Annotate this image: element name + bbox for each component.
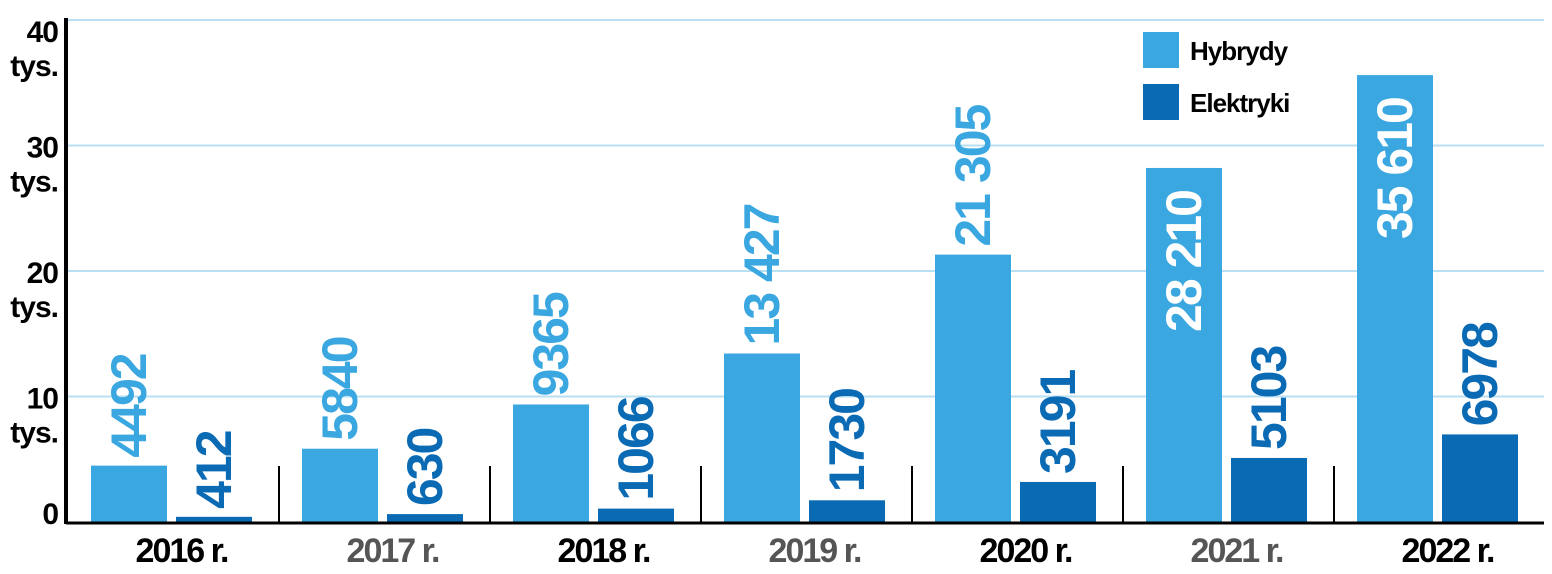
data-label: 3191	[1030, 370, 1086, 474]
bar-hybrydy	[1357, 75, 1433, 523]
data-label: 1066	[608, 397, 664, 500]
bar-hybrydy	[1146, 167, 1222, 523]
bar-elektryki	[387, 514, 463, 522]
y-tick-unit: tys.	[10, 417, 58, 450]
bar-hybrydy	[935, 254, 1011, 522]
bar-hybrydy	[91, 465, 167, 522]
x-tick-label: 2019 r.	[769, 532, 861, 569]
data-label: 6978	[1452, 322, 1508, 426]
bar-hybrydy	[513, 404, 589, 522]
bar-hybrydy	[724, 353, 800, 522]
data-label: 5840	[312, 337, 368, 440]
x-tick-label: 2018 r.	[558, 532, 650, 569]
y-tick-label: 20	[27, 257, 59, 290]
legend-label: Hybrydy	[1190, 36, 1289, 66]
data-label: 5103	[1241, 347, 1297, 450]
y-tick-unit: tys.	[10, 166, 58, 199]
x-tick-label: 2021 r.	[1191, 532, 1283, 569]
y-tick-label: 40	[27, 16, 59, 49]
y-tick-label: 0	[42, 498, 58, 531]
data-label: 28 210	[1156, 191, 1212, 332]
bar-elektryki	[176, 516, 252, 522]
bar-elektryki	[598, 508, 674, 522]
data-label: 412	[186, 431, 242, 509]
data-label: 9365	[523, 292, 579, 396]
legend-label: Elektryki	[1190, 88, 1289, 118]
data-label: 35 610	[1367, 98, 1423, 239]
y-tick-label: 10	[27, 383, 59, 416]
y-tick-label: 30	[27, 132, 59, 165]
data-label: 13 427	[734, 204, 790, 345]
y-tick-unit: tys.	[10, 291, 58, 324]
bar-elektryki	[1442, 434, 1518, 522]
legend-swatch-elektryki	[1143, 84, 1179, 120]
data-label: 630	[397, 428, 453, 506]
x-tick-label: 2020 r.	[980, 532, 1072, 569]
data-label: 21 305	[945, 105, 1001, 247]
bar-hybrydy	[302, 448, 378, 522]
y-tick-unit: tys.	[10, 50, 58, 83]
x-tick-label: 2017 r.	[347, 532, 439, 569]
legend-swatch-hybrydy	[1143, 32, 1179, 68]
x-tick-label: 2022 r.	[1402, 532, 1494, 569]
x-tick-label: 2016 r.	[136, 532, 228, 569]
bar-elektryki	[1020, 481, 1096, 522]
bar-elektryki	[809, 500, 885, 522]
data-label: 1730	[819, 389, 875, 492]
data-label: 4492	[101, 354, 157, 457]
bar-elektryki	[1231, 457, 1307, 522]
